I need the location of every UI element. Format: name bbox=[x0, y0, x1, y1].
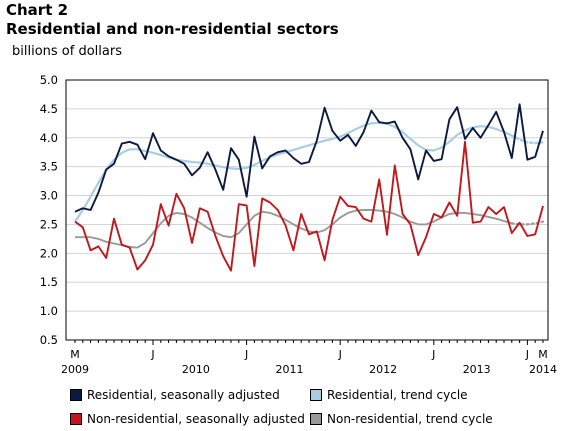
chart-title: Residential and non-residential sectors bbox=[6, 20, 339, 38]
y-tick-label: 1.0 bbox=[40, 304, 58, 318]
series-line-3 bbox=[75, 209, 513, 249]
axes: 0.51.01.52.02.53.03.54.04.55.0M J J J J J M200… bbox=[40, 73, 557, 376]
x-tick-label: M bbox=[70, 348, 80, 361]
x-year-label: 2009 bbox=[61, 363, 89, 376]
chart-number: Chart 2 bbox=[6, 1, 69, 19]
x-year-label: 2013 bbox=[463, 363, 491, 376]
series-line-2 bbox=[74, 140, 544, 272]
x-tick-label: J bbox=[244, 348, 248, 361]
y-tick-label: 3.5 bbox=[40, 160, 58, 174]
series-line-0 bbox=[74, 103, 544, 213]
y-tick-label: 2.0 bbox=[40, 246, 58, 260]
y-tick-label: 1.5 bbox=[40, 275, 58, 289]
x-year-label: 2011 bbox=[276, 363, 304, 376]
y-tick-label: 3.0 bbox=[40, 189, 58, 203]
gridlines bbox=[66, 79, 548, 341]
y-tick-label: 0.5 bbox=[40, 333, 58, 347]
y-tick-label: 4.0 bbox=[40, 131, 58, 145]
y-tick-label: 2.5 bbox=[40, 217, 58, 231]
y-tick-label: 5.0 bbox=[40, 73, 58, 87]
x-year-label: 2012 bbox=[369, 363, 397, 376]
x-tick-label: J bbox=[150, 348, 154, 361]
x-tick-label: J bbox=[525, 348, 529, 361]
x-year-label: 2010 bbox=[182, 363, 210, 376]
series-line-dotted-1 bbox=[510, 134, 545, 145]
x-year-label: 2014 bbox=[529, 363, 557, 376]
y-axis-unit-label: billions of dollars bbox=[12, 44, 122, 59]
y-tick-label: 4.5 bbox=[40, 102, 58, 116]
x-tick-label: J bbox=[431, 348, 435, 361]
plot-frame bbox=[65, 79, 549, 341]
x-tick-label: M bbox=[538, 348, 548, 361]
x-tick-label: J bbox=[338, 348, 342, 361]
data-series bbox=[74, 103, 545, 272]
